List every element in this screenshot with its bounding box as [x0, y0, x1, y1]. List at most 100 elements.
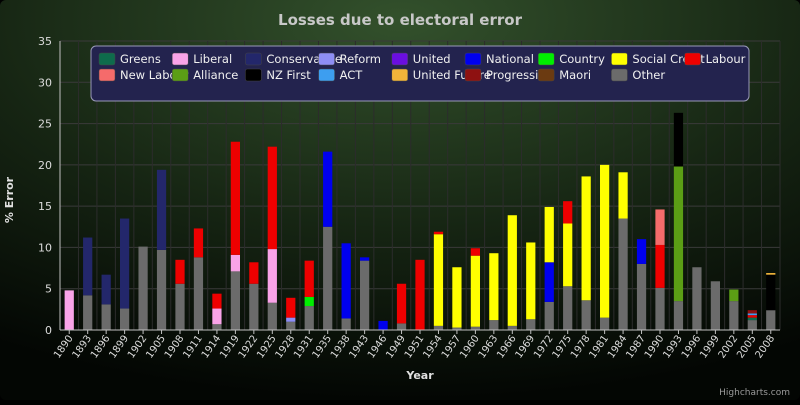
bar-segment[interactable]	[710, 281, 720, 330]
bar-segment[interactable]	[433, 231, 444, 235]
bar-segment[interactable]	[544, 301, 554, 330]
bar-segment[interactable]	[341, 318, 351, 330]
bar-segment[interactable]	[766, 273, 776, 275]
bar-segment[interactable]	[415, 259, 425, 330]
legend-item[interactable]: Reform	[318, 52, 381, 66]
bar-segment[interactable]	[304, 260, 314, 297]
bar-segment[interactable]	[673, 166, 684, 302]
bar-segment[interactable]	[396, 323, 407, 330]
bar-segment[interactable]	[766, 274, 776, 311]
bar-segment[interactable]	[267, 302, 277, 330]
bar-segment[interactable]	[175, 283, 185, 330]
bar-segment[interactable]	[470, 255, 480, 327]
bar-segment[interactable]	[655, 287, 665, 330]
bar-segment[interactable]	[526, 242, 536, 320]
legend-item[interactable]: ACT	[318, 68, 364, 82]
legend-item[interactable]: New Labour	[98, 68, 189, 82]
bar-segment[interactable]	[396, 283, 407, 324]
bar-segment[interactable]	[673, 301, 684, 330]
bar-segment[interactable]	[286, 297, 296, 318]
bar-segment[interactable]	[766, 310, 776, 330]
bar-segment[interactable]	[230, 271, 240, 330]
bar-segment[interactable]	[230, 141, 240, 255]
bar-segment[interactable]	[120, 308, 130, 330]
bar-segment[interactable]	[581, 300, 591, 330]
bar-segment[interactable]	[452, 267, 462, 328]
bar-segment[interactable]	[747, 315, 757, 318]
bar-segment[interactable]	[101, 304, 111, 330]
bar-segment[interactable]	[212, 324, 222, 330]
bar-segment[interactable]	[581, 176, 591, 301]
legend-item[interactable]: Progressive	[464, 68, 552, 82]
legend-item[interactable]: Greens	[98, 52, 161, 66]
bar-segment[interactable]	[489, 320, 499, 330]
bar-segment[interactable]	[433, 234, 444, 326]
bar-segment[interactable]	[636, 263, 647, 330]
bar-segment[interactable]	[267, 249, 277, 303]
bar-segment[interactable]	[636, 239, 647, 264]
bar-segment[interactable]	[563, 201, 573, 224]
bar-segment[interactable]	[120, 218, 130, 309]
bar-segment[interactable]	[655, 244, 665, 288]
bar-segment[interactable]	[433, 325, 444, 330]
bar-segment[interactable]	[747, 310, 757, 314]
bar-segment[interactable]	[101, 274, 111, 305]
bar-segment[interactable]	[193, 228, 204, 258]
bar-segment[interactable]	[729, 289, 739, 302]
legend-item[interactable]: National	[464, 52, 534, 66]
bar-segment[interactable]	[360, 260, 370, 330]
bar-segment[interactable]	[175, 259, 185, 284]
bar-segment[interactable]	[618, 172, 628, 219]
bar-segment[interactable]	[747, 317, 757, 321]
legend-item[interactable]: Other	[611, 68, 665, 82]
bar-segment[interactable]	[673, 112, 684, 167]
credits-link[interactable]: Highcharts.com	[719, 388, 790, 398]
bar-segment[interactable]	[138, 246, 148, 330]
bar-segment[interactable]	[304, 296, 314, 307]
legend-item[interactable]: Labour	[684, 52, 746, 66]
bar-segment[interactable]	[64, 290, 74, 330]
bar-segment[interactable]	[470, 326, 480, 330]
bar-segment[interactable]	[249, 283, 259, 330]
bar-segment[interactable]	[286, 317, 296, 322]
bar-segment[interactable]	[729, 301, 739, 330]
bar-segment[interactable]	[230, 254, 240, 272]
bar-segment[interactable]	[193, 257, 204, 330]
bar-segment[interactable]	[655, 209, 665, 245]
bar-segment[interactable]	[156, 249, 167, 330]
bar-segment[interactable]	[489, 253, 499, 321]
bar-segment[interactable]	[507, 325, 517, 330]
bar-segment[interactable]	[563, 286, 573, 330]
bar-segment[interactable]	[600, 164, 610, 318]
bar-segment[interactable]	[267, 146, 277, 250]
bar-segment[interactable]	[747, 313, 757, 316]
bar-segment[interactable]	[212, 293, 222, 309]
bar-segment[interactable]	[563, 223, 573, 287]
legend-item[interactable]: Alliance	[171, 68, 238, 82]
bar-segment[interactable]	[600, 317, 610, 330]
bar-segment[interactable]	[156, 169, 167, 250]
bar-segment[interactable]	[249, 262, 259, 284]
bar-segment[interactable]	[470, 248, 480, 256]
bar-segment[interactable]	[618, 218, 628, 330]
bar-segment[interactable]	[212, 308, 222, 325]
legend-item[interactable]: Country	[537, 52, 605, 66]
bar-segment[interactable]	[507, 215, 517, 326]
bar-segment[interactable]	[360, 257, 370, 261]
bar-segment[interactable]	[378, 320, 388, 330]
legend-item[interactable]: NZ First	[245, 68, 311, 82]
bar-segment[interactable]	[544, 262, 554, 302]
bar-segment[interactable]	[286, 321, 296, 330]
legend-item[interactable]: Liberal	[171, 52, 232, 66]
bar-segment[interactable]	[83, 237, 93, 296]
bar-segment[interactable]	[323, 226, 333, 330]
bar-segment[interactable]	[341, 243, 351, 319]
bar-segment[interactable]	[83, 295, 93, 330]
bar-segment[interactable]	[692, 267, 702, 330]
bar-segment[interactable]	[323, 151, 333, 227]
bar-segment[interactable]	[544, 206, 554, 263]
bar-segment[interactable]	[452, 327, 462, 330]
bar-segment[interactable]	[526, 319, 536, 330]
bar-segment[interactable]	[304, 306, 314, 330]
legend-item[interactable]: United	[391, 52, 451, 66]
